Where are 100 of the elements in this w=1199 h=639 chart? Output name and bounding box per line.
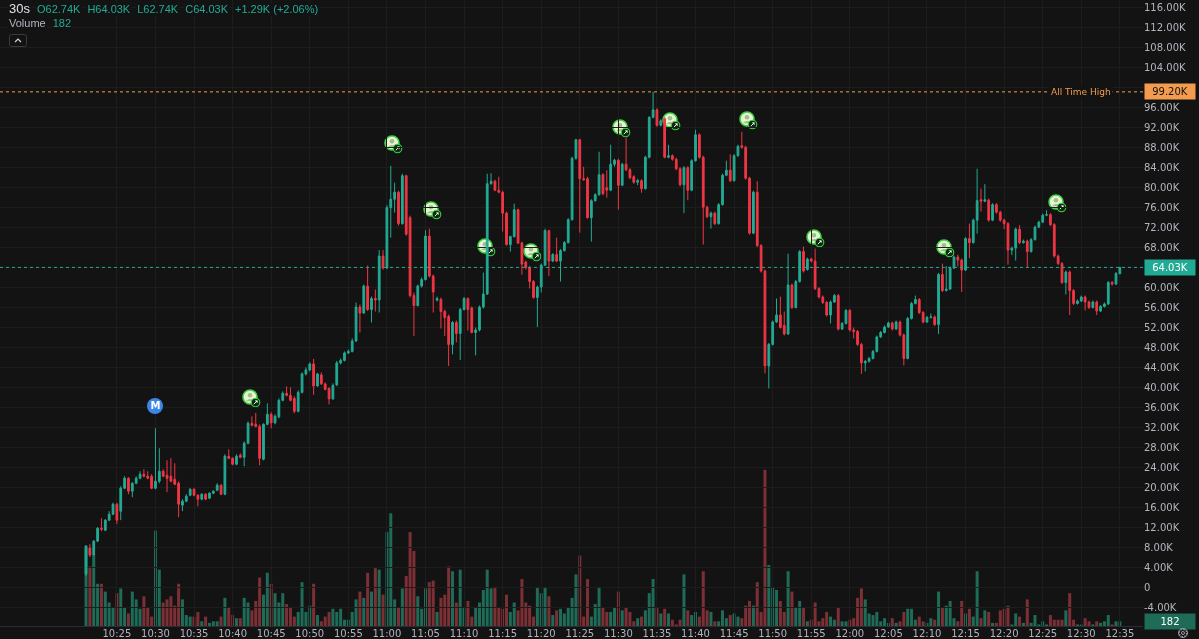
candlestick <box>200 492 204 501</box>
candlestick <box>1095 300 1099 316</box>
chart-title: Volume <box>8 17 47 30</box>
x-tick-label: 11:50 <box>758 628 788 639</box>
text: 182 <box>1160 616 1180 627</box>
candlestick <box>1099 304 1102 313</box>
candlestick <box>370 296 373 323</box>
candlestick <box>142 468 146 478</box>
bar <box>640 616 644 626</box>
candlestick <box>1087 300 1091 310</box>
bar <box>636 618 640 626</box>
y-tick-label: 84.00K <box>1144 162 1180 174</box>
annotation: H64.03K <box>86 3 132 16</box>
chart-title: 30s <box>8 1 31 16</box>
bar <box>987 611 991 626</box>
candlestick <box>327 386 331 405</box>
candlestick <box>188 487 192 497</box>
bar <box>1056 619 1060 626</box>
bar <box>103 591 107 626</box>
bar <box>92 555 96 626</box>
bar <box>400 588 404 626</box>
bar <box>165 599 169 626</box>
bar <box>613 607 617 626</box>
annotation: M <box>147 398 164 415</box>
candlestick <box>1076 299 1079 305</box>
candlestick <box>1114 271 1118 286</box>
candlestick <box>1106 280 1110 306</box>
candlestick <box>138 470 142 480</box>
y-tick-label: 48.00K <box>1144 341 1180 353</box>
bar <box>111 607 115 626</box>
bar <box>366 572 370 626</box>
candlestick <box>150 473 153 490</box>
x-tick-label: 12:30 <box>1066 628 1096 639</box>
bar <box>910 608 914 626</box>
candlestick <box>968 223 971 259</box>
bar <box>450 571 454 626</box>
bar <box>339 608 343 626</box>
x-tick-label: 12:00 <box>835 628 865 639</box>
bar <box>709 611 713 626</box>
bar <box>354 599 358 626</box>
candlestick <box>605 169 609 199</box>
candlestick <box>269 411 273 429</box>
bar <box>597 586 601 626</box>
bar <box>802 607 806 626</box>
x-tick-label: 12:10 <box>912 628 942 639</box>
y-tick-label: 72.00K <box>1144 222 1180 234</box>
bar <box>177 583 181 626</box>
bar <box>547 596 551 626</box>
candlestick <box>319 371 323 386</box>
bar <box>678 619 682 626</box>
bar <box>1014 613 1018 626</box>
bar <box>535 586 539 626</box>
bar <box>1114 621 1118 626</box>
bar <box>431 580 435 626</box>
candlestick <box>362 284 366 315</box>
bar <box>778 600 782 626</box>
y-tick-label: 4.00K <box>1144 561 1174 573</box>
candlestick <box>979 188 983 213</box>
y-tick-label: 60.00K <box>1144 282 1180 294</box>
bar <box>651 579 655 626</box>
bar <box>408 532 412 626</box>
bar <box>447 566 451 626</box>
candlestick <box>165 459 169 493</box>
y-tick-label: 96.00K <box>1144 102 1180 114</box>
candlestick <box>1064 270 1068 296</box>
candlestick <box>825 300 829 317</box>
bar <box>285 604 289 626</box>
bar <box>223 597 227 626</box>
y-tick-label: 112.00K <box>1144 22 1186 34</box>
bar <box>998 610 1002 626</box>
bar <box>169 596 173 626</box>
candlestick <box>238 452 242 459</box>
bar <box>188 616 192 626</box>
bar <box>840 621 844 626</box>
bar <box>605 611 609 626</box>
candlestick <box>400 173 404 226</box>
x-tick-label: 12:25 <box>1028 628 1058 639</box>
bar <box>142 596 146 626</box>
annotation: L62.74K <box>136 3 180 16</box>
bar <box>300 582 304 626</box>
x-tick-label: 11:10 <box>449 628 479 639</box>
candlestick <box>312 358 315 396</box>
bar <box>242 597 246 626</box>
candlestick <box>1025 239 1029 269</box>
x-tick-label: 11:40 <box>681 628 710 639</box>
bar <box>628 611 632 626</box>
candlestick <box>555 237 559 263</box>
bar <box>775 590 779 626</box>
candlestick <box>181 498 184 512</box>
candlestick <box>100 517 103 532</box>
bar <box>960 600 964 626</box>
y-tick-label: 36.00K <box>1144 401 1180 413</box>
candlestick <box>1083 295 1087 311</box>
bar <box>701 571 705 626</box>
candlestick <box>381 249 385 271</box>
bar <box>682 574 686 626</box>
bar <box>381 594 385 626</box>
bar <box>126 613 130 626</box>
bar <box>88 566 92 626</box>
bar <box>227 607 231 626</box>
